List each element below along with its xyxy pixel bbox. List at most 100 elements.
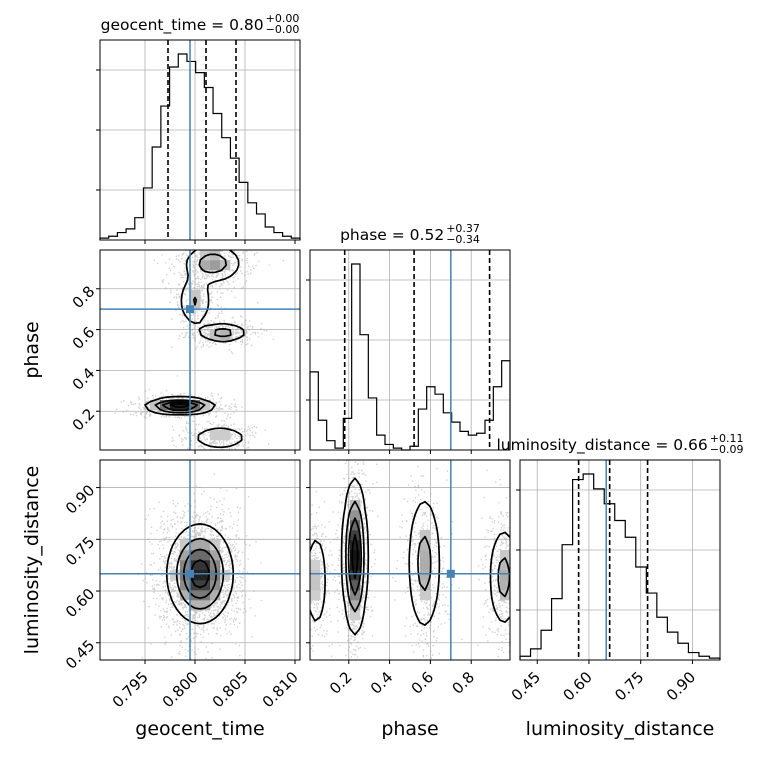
contour-level-2 (347, 517, 363, 596)
axes-frame (99, 249, 301, 451)
density-cell (180, 550, 191, 561)
panel-content (310, 460, 510, 660)
x-tick-label: 0.810 (259, 668, 302, 711)
x-tick-label: 0.4 (367, 668, 397, 698)
contour-level-2 (182, 548, 218, 600)
contour-level-1 (175, 537, 225, 610)
density-cell (200, 570, 211, 581)
title-sup: +0.11 (710, 432, 744, 445)
density-cell (350, 500, 361, 511)
hist-phase: phase = 0.52 +0.37−0.34 (306, 222, 511, 454)
density-cell (210, 550, 221, 561)
title-text: luminosity_distance = 0.66 (497, 436, 708, 455)
y-tick-label: 0.45 (62, 636, 98, 672)
title-sup: +0.00 (266, 12, 300, 25)
density-cell (200, 600, 211, 611)
title-sub: −0.34 (446, 233, 480, 246)
density-cell (160, 400, 171, 411)
y-tick-label: 0.8 (69, 282, 99, 312)
density-cell (180, 570, 191, 581)
density-cell (500, 580, 510, 591)
y-axis-label-luminosity_distance: luminosity_distance (21, 466, 43, 655)
density-cell (220, 430, 231, 441)
x-tick-label: 0.8 (448, 668, 478, 698)
density-cell (220, 570, 231, 581)
density-cell (420, 540, 431, 551)
axes-frame (309, 249, 511, 451)
contour-level-0 (310, 477, 510, 636)
density-cell (210, 260, 221, 271)
x-tick-label: 0.6 (408, 668, 438, 698)
density-cell (200, 590, 211, 601)
hist-steps-geocent_time (99, 53, 301, 240)
panel-content (100, 460, 300, 660)
axes-frame (99, 39, 301, 241)
density-cell (350, 510, 361, 521)
panel-phase-vs-geocent_time: 0.2 0.4 0.6 0.8 (69, 249, 301, 454)
density-cell (200, 550, 211, 561)
truth-marker (446, 569, 455, 578)
density-cell (180, 400, 191, 411)
panel-content (100, 250, 300, 450)
density-cell (200, 540, 211, 551)
truth-marker (186, 305, 194, 314)
density-cell (210, 540, 221, 551)
density-cell (200, 260, 211, 271)
density-cell (350, 550, 361, 561)
density-cell (350, 600, 361, 611)
density-cell (210, 570, 221, 581)
density-cell (420, 580, 431, 591)
density-cell (420, 530, 431, 541)
density-cell (350, 540, 361, 551)
title-text: geocent_time = 0.80 (101, 16, 264, 35)
y-tick-label: 0.90 (62, 481, 98, 517)
contour-level-0 (165, 523, 235, 625)
density-cell (500, 570, 510, 581)
density-cell (190, 400, 201, 411)
density-cell (190, 570, 201, 581)
title-text: phase = 0.52 (340, 226, 444, 244)
x-tick-label: 0.75 (611, 668, 647, 704)
density-cell (500, 560, 510, 571)
density-cell (350, 560, 361, 571)
density-cell (170, 570, 181, 581)
axes-frame (309, 459, 511, 661)
density-cell (190, 290, 201, 301)
density-cell (420, 570, 431, 581)
density-cell (350, 580, 361, 591)
density-cell (420, 560, 431, 571)
density-cell (500, 550, 510, 561)
density-cell (350, 610, 361, 621)
x-tick-label: 0.2 (326, 668, 356, 698)
density-cell (310, 580, 321, 591)
truth-marker (186, 569, 194, 578)
density-cell (200, 560, 211, 571)
title-sup: +0.37 (446, 222, 480, 235)
density-cell (200, 250, 211, 261)
density-cell (180, 590, 191, 601)
contour-level-3 (351, 534, 359, 579)
x-tick-label: 0.800 (159, 668, 202, 711)
density-cell (210, 430, 221, 441)
density-cell (190, 600, 201, 611)
title-phase: phase = 0.52 +0.37−0.34 (340, 222, 480, 246)
title-luminosity_distance: luminosity_distance = 0.66 +0.11−0.09 (497, 432, 744, 456)
title-geocent_time: geocent_time = 0.80 +0.00−0.00 (101, 12, 300, 36)
y-tick-label: 0.6 (69, 323, 99, 353)
title-sub: −0.00 (266, 23, 300, 36)
density-cell (190, 560, 201, 571)
density-cell (420, 550, 431, 561)
y-tick-label: 0.60 (62, 585, 98, 621)
density-cell (170, 400, 181, 411)
x-tick-label: 0.805 (209, 668, 252, 711)
density-cell (220, 330, 231, 341)
x-tick-label: 0.60 (559, 668, 595, 704)
density-cell (190, 590, 201, 601)
y-tick-label: 0.4 (69, 364, 99, 394)
contour-level-1 (345, 500, 510, 613)
hist-steps-luminosity_distance (519, 473, 721, 660)
y-tick-label: 0.75 (62, 533, 98, 569)
hist-geocent_time: geocent_time = 0.80 +0.00−0.00 (96, 12, 301, 244)
density-cell (190, 550, 201, 561)
